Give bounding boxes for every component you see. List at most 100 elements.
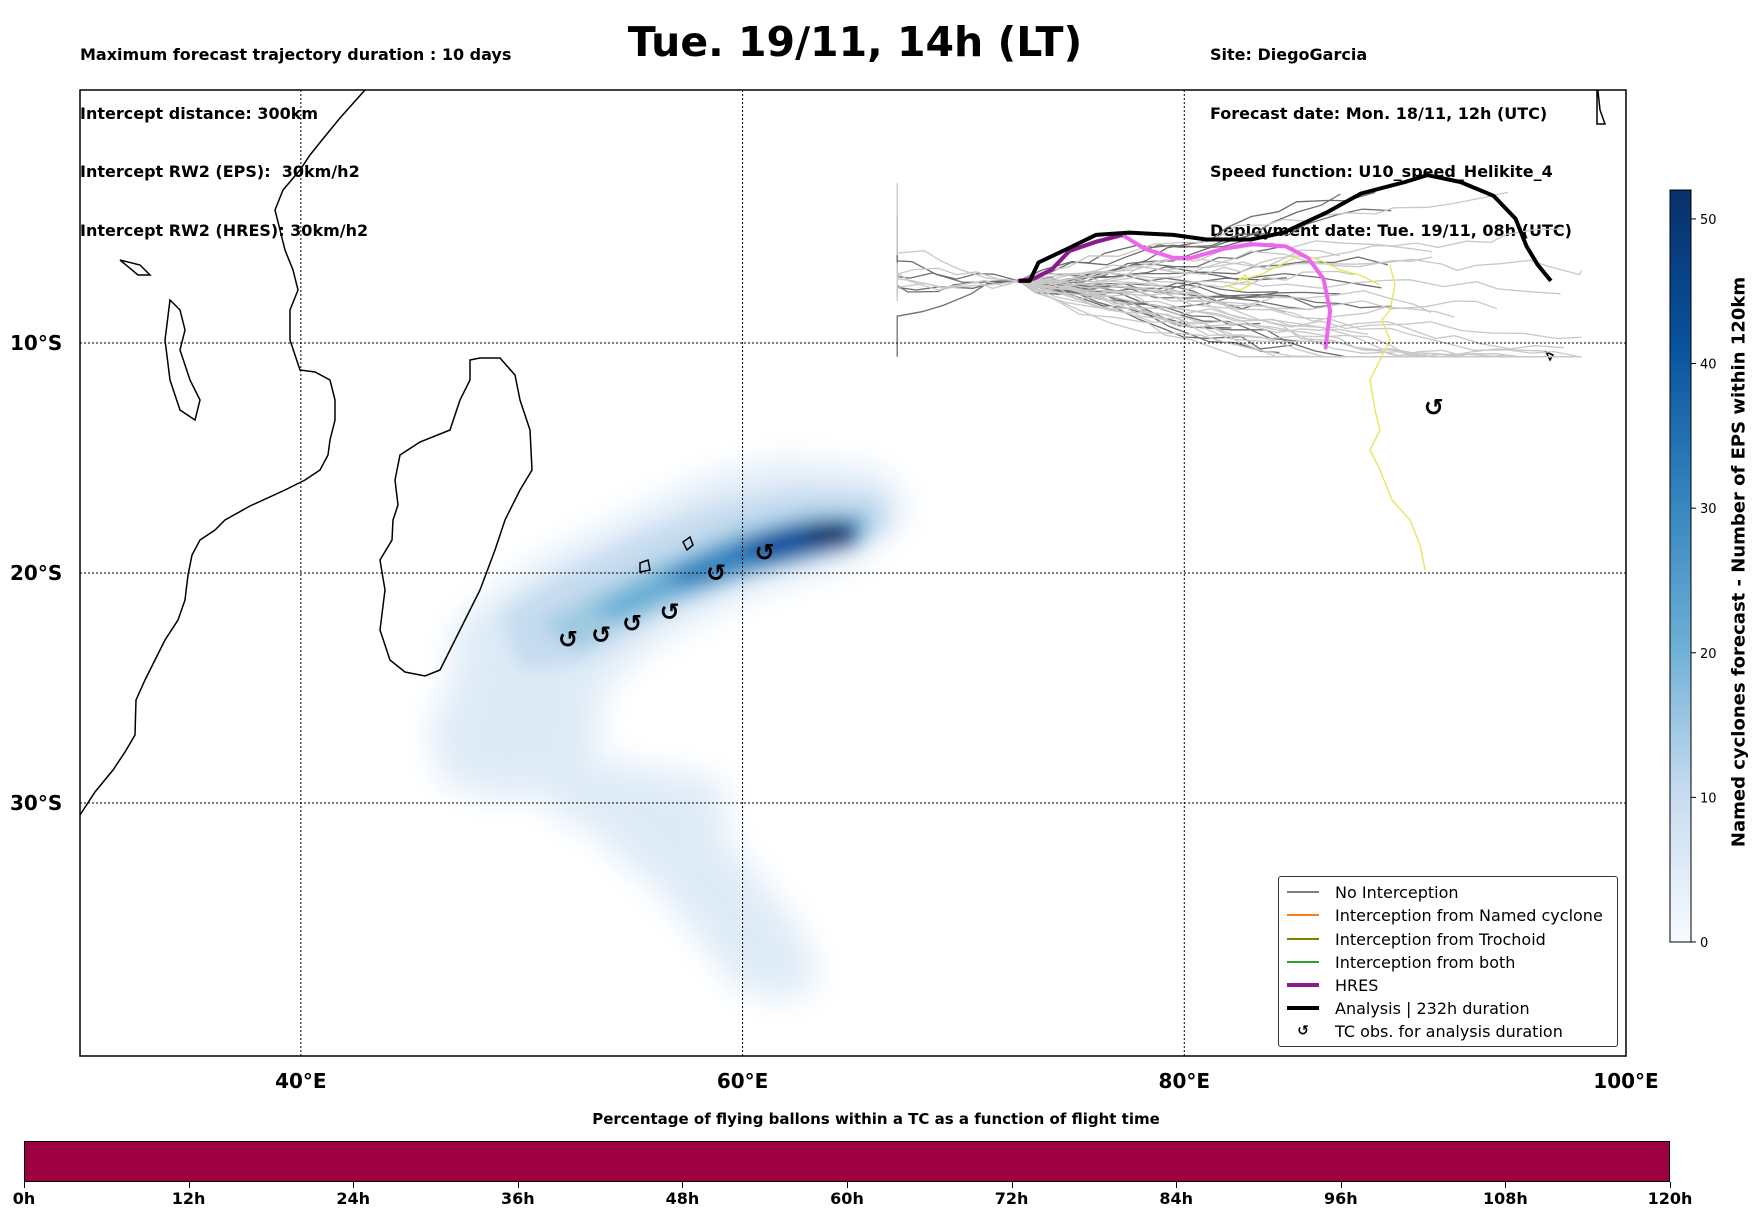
tc-obs-symbol: ↺ <box>755 538 775 566</box>
mauritius-coast <box>639 558 651 573</box>
eps-trajectory <box>1018 280 1564 350</box>
eps-trajectory <box>1018 280 1517 358</box>
legend-label: TC obs. for analysis duration <box>1335 1021 1563 1041</box>
tc-obs-symbol: ↺ <box>1424 393 1444 421</box>
colorbar-ticks: 0 10 20 30 40 50 <box>1691 213 1717 951</box>
flight-time-tick-mark <box>188 1182 190 1188</box>
flight-time-bar-title: Percentage of flying ballons within a TC… <box>592 1110 1160 1128</box>
flight-time-tick-label: 96h <box>1323 1189 1358 1208</box>
eps-trajectory <box>1018 228 1565 287</box>
header-left-line: Intercept distance: 300km <box>80 103 319 123</box>
flight-time-tick-label: 108h <box>1482 1189 1528 1208</box>
flight-time-tick-mark <box>1176 1182 1178 1188</box>
lat-label: 10°S <box>10 331 62 355</box>
flight-time-tick-mark <box>517 1182 519 1188</box>
colorbar-tick-label: 10 <box>1700 791 1717 806</box>
eps-trajectory <box>1018 280 1574 358</box>
colorbar-tick-label: 20 <box>1700 647 1717 662</box>
header-left-line: Maximum forecast trajectory duration : 1… <box>80 45 512 64</box>
gridlines <box>80 90 1626 1056</box>
tc-symbol-icon: ↺ <box>1297 1023 1309 1039</box>
lon-label: 40°E <box>275 1069 327 1093</box>
flight-time-bar <box>24 1141 1670 1182</box>
lon-label: 60°E <box>717 1069 769 1093</box>
legend-label: HRES <box>1335 975 1379 995</box>
lake-coast <box>164 298 201 422</box>
flight-time-tick-label: 12h <box>171 1189 206 1208</box>
flight-time-tick-mark <box>847 1182 848 1188</box>
flight-time-tick-label: 24h <box>336 1189 371 1208</box>
legend-item: Interception from Named cyclone <box>1287 904 1603 926</box>
lon-label: 100°E <box>1593 1069 1658 1093</box>
eps-trajectory <box>1018 277 1432 314</box>
legend-label: Interception from Trochoid <box>1335 929 1546 949</box>
header-left-info: Maximum forecast trajectory duration : 1… <box>80 6 511 260</box>
lat-label: 30°S <box>10 791 62 815</box>
longitude-labels: 40°E 60°E 80°E 100°E <box>275 1069 1659 1093</box>
legend-label: Analysis | 232h duration <box>1335 998 1530 1018</box>
flight-time-tick-label: 72h <box>994 1189 1029 1208</box>
tc-obs-symbol: ↺ <box>660 598 680 626</box>
eps-trajectory <box>1018 280 1582 340</box>
legend-swatch <box>1287 961 1319 963</box>
lon-label: 80°E <box>1159 1069 1211 1093</box>
legend-swatch <box>1287 914 1319 916</box>
tc-obs-symbol: ↺ <box>622 610 642 638</box>
flight-time-tick-mark <box>1505 1182 1507 1188</box>
header-left-line: Intercept RW2 (HRES): 30km/h2 <box>80 220 369 240</box>
tc-obs-symbol: ↺ <box>591 621 611 649</box>
eps-trajectories <box>896 183 1583 358</box>
eps-trajectory <box>1018 280 1490 358</box>
legend-swatch <box>1287 891 1319 893</box>
colorbar-tick-label: 50 <box>1700 213 1717 228</box>
africa-coast <box>80 90 366 816</box>
eps-trajectory <box>1018 280 1286 313</box>
eps-trajectory <box>896 215 1019 284</box>
colorbar-tick-label: 0 <box>1700 936 1708 951</box>
map-frame: ↺ ↺ ↺ ↺↺↺↺ <box>80 90 1607 1000</box>
flight-time-tick-label: 48h <box>665 1189 700 1208</box>
island-coast <box>1544 350 1555 362</box>
island-coast <box>119 259 152 276</box>
header-right-line: Site: DiegoGarcia <box>1210 45 1368 64</box>
lat-label: 20°S <box>10 561 62 585</box>
legend-swatch <box>1287 938 1319 940</box>
eps-trajectory <box>1018 208 1392 282</box>
legend-item: ↺ TC obs. for analysis duration <box>1287 1020 1563 1042</box>
eps-trajectory <box>896 183 1019 282</box>
flight-time-tick-label: 84h <box>1159 1189 1194 1208</box>
map-legend: No Interception Interception from Named … <box>1278 876 1618 1047</box>
coastlines <box>80 90 1607 816</box>
colorbar-tick-label: 40 <box>1700 358 1717 373</box>
legend-item: Interception from both <box>1287 951 1515 973</box>
eps-trajectory <box>1018 191 1508 282</box>
madagascar-coast <box>379 357 533 677</box>
legend-swatch <box>1287 983 1319 987</box>
legend-item: HRES <box>1287 974 1378 996</box>
legend-swatch <box>1287 1006 1319 1010</box>
flight-time-tick-label: 120h <box>1647 1189 1693 1208</box>
eps-trajectory <box>896 280 1019 357</box>
map-border <box>79 89 1627 1057</box>
map-title: Tue. 19/11, 14h (LT) <box>627 18 1083 66</box>
eps-trajectory <box>1018 250 1432 282</box>
flight-time-tick-mark <box>1011 1182 1013 1188</box>
legend-label: No Interception <box>1335 882 1459 902</box>
legend-item: Interception from Trochoid <box>1287 928 1546 950</box>
flight-time-tick-mark <box>24 1182 25 1188</box>
flight-time-tick-mark <box>1340 1182 1342 1188</box>
tc-obs-symbol: ↺ <box>558 626 578 654</box>
flight-time-tick-mark <box>682 1182 684 1188</box>
flight-time-tick-label: 0h <box>12 1189 36 1208</box>
eps-trajectory <box>1018 279 1561 295</box>
latitude-labels: 10°S 20°S 30°S <box>10 331 62 815</box>
reunion-coast <box>682 535 694 552</box>
colorbar-title: Named cyclones forecast - Number of EPS … <box>1728 276 1750 848</box>
density-colorbar <box>1669 189 1692 943</box>
analysis-track <box>1018 173 1553 283</box>
header-right-line: Forecast date: Mon. 18/11, 12h (UTC) <box>1210 103 1548 123</box>
maldives-shoal <box>1596 90 1607 125</box>
flight-time-tick-label: 60h <box>830 1189 864 1208</box>
legend-label: Interception from Named cyclone <box>1335 905 1603 925</box>
